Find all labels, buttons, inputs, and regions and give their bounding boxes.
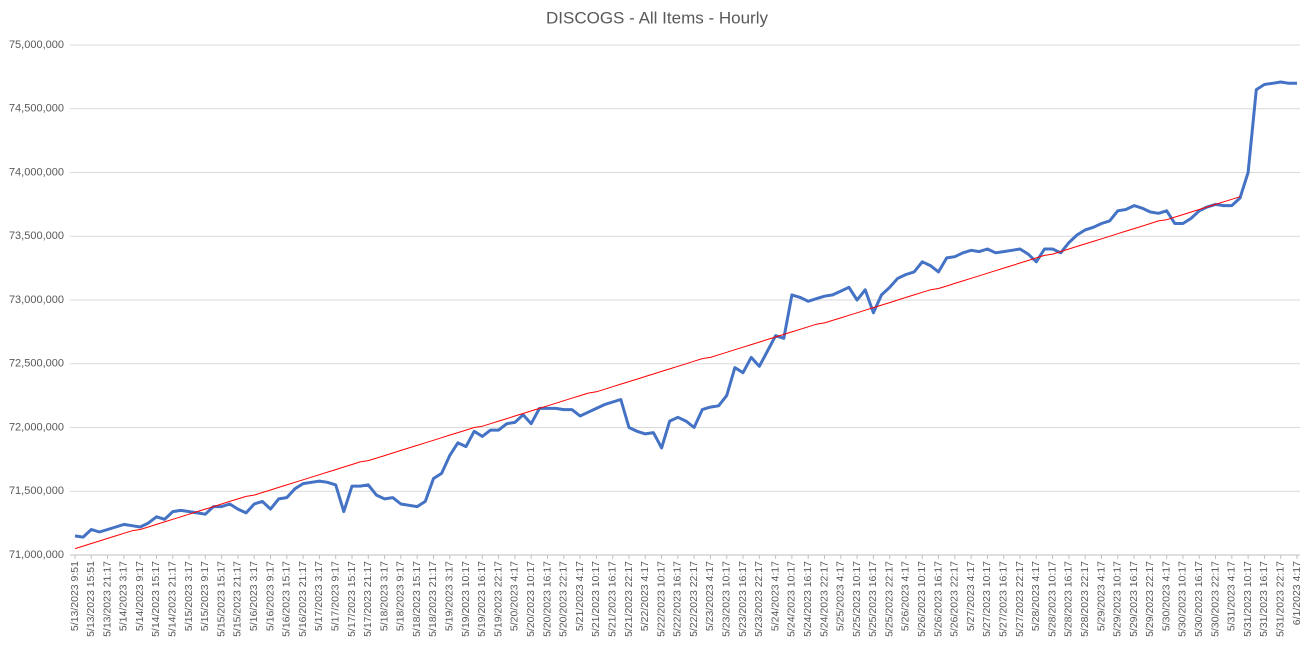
x-tick-label: 5/27/2023 4:17 (965, 561, 977, 631)
x-tick-label: 5/28/2023 4:17 (1030, 561, 1042, 631)
x-tick-label: 5/23/2023 22:17 (753, 561, 765, 637)
x-tick-label: 5/20/2023 22:17 (558, 561, 570, 637)
series-line (74, 196, 1241, 550)
x-tick-label: 5/16/2023 9:17 (264, 561, 276, 631)
x-tick-label: 5/28/2023 16:17 (1063, 561, 1075, 637)
x-tick-label: 5/18/2023 15:17 (411, 561, 423, 637)
x-tick-label: 6/1/2023 4:17 (1291, 561, 1303, 625)
x-tick-label: 5/30/2023 10:17 (1177, 561, 1189, 637)
x-tick-label: 5/24/2023 22:17 (818, 561, 830, 637)
x-tick-label: 5/29/2023 10:17 (1112, 561, 1124, 637)
y-tick-label: 72,500,000 (9, 358, 64, 370)
x-tick-label: 5/20/2023 10:17 (525, 561, 537, 637)
x-tick-label: 5/21/2023 4:17 (574, 561, 586, 631)
x-tick-label: 5/26/2023 4:17 (900, 561, 912, 631)
x-tick-label: 5/13/2023 9:51 (69, 561, 81, 631)
x-tick-label: 5/23/2023 10:17 (721, 561, 733, 637)
x-tick-label: 5/13/2023 21:17 (101, 561, 113, 637)
x-tick-label: 5/24/2023 10:17 (786, 561, 798, 637)
x-tick-label: 5/31/2023 10:17 (1242, 561, 1254, 637)
y-tick-label: 74,500,000 (9, 103, 64, 115)
y-tick-label: 72,000,000 (9, 421, 64, 433)
x-tick-label: 5/21/2023 16:17 (606, 561, 618, 637)
x-tick-label: 5/27/2023 16:17 (998, 561, 1010, 637)
x-tick-label: 5/22/2023 10:17 (655, 561, 667, 637)
x-tick-label: 5/29/2023 22:17 (1144, 561, 1156, 637)
x-tick-label: 5/15/2023 3:17 (183, 561, 195, 631)
x-tick-label: 5/27/2023 10:17 (981, 561, 993, 637)
y-tick-label: 73,500,000 (9, 230, 64, 242)
x-tick-label: 5/30/2023 22:17 (1209, 561, 1221, 637)
x-tick-label: 5/19/2023 10:17 (460, 561, 472, 637)
x-tick-label: 5/15/2023 15:17 (215, 561, 227, 637)
x-tick-label: 5/26/2023 16:17 (932, 561, 944, 637)
x-tick-label: 5/25/2023 10:17 (851, 561, 863, 637)
y-tick-label: 73,000,000 (9, 294, 64, 306)
series-line (74, 80, 1297, 539)
x-tick-label: 5/18/2023 21:17 (427, 561, 439, 637)
x-tick-label: 5/14/2023 21:17 (167, 561, 179, 637)
x-tick-label: 5/19/2023 22:17 (492, 561, 504, 637)
y-tick-label: 74,000,000 (9, 166, 64, 178)
x-tick-label: 5/23/2023 4:17 (704, 561, 716, 631)
x-tick-label: 5/14/2023 15:17 (150, 561, 162, 637)
x-tick-label: 5/24/2023 4:17 (769, 561, 781, 631)
x-tick-label: 5/25/2023 4:17 (835, 561, 847, 631)
x-tick-label: 5/16/2023 15:17 (281, 561, 293, 637)
x-tick-label: 5/17/2023 21:17 (362, 561, 374, 637)
x-tick-label: 5/23/2023 16:17 (737, 561, 749, 637)
chart-title: DISCOGS - All Items - Hourly (546, 8, 768, 27)
x-tick-label: 5/14/2023 9:17 (134, 561, 146, 631)
x-tick-label: 5/17/2023 3:17 (313, 561, 325, 631)
x-tick-label: 5/25/2023 16:17 (867, 561, 879, 637)
y-tick-label: 71,000,000 (9, 549, 64, 561)
x-tick-label: 5/29/2023 16:17 (1128, 561, 1140, 637)
x-tick-label: 5/25/2023 22:17 (883, 561, 895, 637)
x-tick-label: 5/30/2023 4:17 (1160, 561, 1172, 631)
x-tick-label: 5/29/2023 4:17 (1095, 561, 1107, 631)
x-tick-label: 5/17/2023 15:17 (346, 561, 358, 637)
x-tick-label: 5/26/2023 10:17 (916, 561, 928, 637)
x-tick-label: 5/21/2023 22:17 (623, 561, 635, 637)
x-tick-label: 5/18/2023 9:17 (395, 561, 407, 631)
x-tick-label: 5/13/2023 15:51 (85, 561, 97, 637)
x-tick-label: 5/20/2023 16:17 (541, 561, 553, 637)
x-tick-label: 5/31/2023 16:17 (1258, 561, 1270, 637)
x-tick-label: 5/16/2023 3:17 (248, 561, 260, 631)
x-tick-label: 5/30/2023 16:17 (1193, 561, 1205, 637)
x-tick-label: 5/15/2023 21:17 (232, 561, 244, 637)
x-tick-label: 5/17/2023 9:17 (329, 561, 341, 631)
x-tick-label: 5/16/2023 21:17 (297, 561, 309, 637)
x-tick-label: 5/20/2023 4:17 (509, 561, 521, 631)
x-tick-label: 5/19/2023 16:17 (476, 561, 488, 637)
x-tick-label: 5/28/2023 22:17 (1079, 561, 1091, 637)
x-tick-label: 5/18/2023 3:17 (378, 561, 390, 631)
x-tick-label: 5/19/2023 3:17 (444, 561, 456, 631)
x-tick-label: 5/15/2023 9:17 (199, 561, 211, 631)
x-tick-label: 5/22/2023 22:17 (688, 561, 700, 637)
x-tick-label: 5/22/2023 4:17 (639, 561, 651, 631)
x-tick-label: 5/27/2023 22:17 (1014, 561, 1026, 637)
x-tick-label: 5/28/2023 10:17 (1046, 561, 1058, 637)
x-tick-label: 5/31/2023 22:17 (1274, 561, 1286, 637)
x-tick-label: 5/22/2023 16:17 (672, 561, 684, 637)
y-tick-label: 71,500,000 (9, 485, 64, 497)
x-tick-label: 5/24/2023 16:17 (802, 561, 814, 637)
x-tick-label: 5/26/2023 22:17 (949, 561, 961, 637)
x-tick-label: 5/14/2023 3:17 (118, 561, 130, 631)
x-tick-label: 5/21/2023 10:17 (590, 561, 602, 637)
x-tick-label: 5/31/2023 4:17 (1226, 561, 1238, 631)
y-tick-label: 75,000,000 (9, 39, 64, 51)
